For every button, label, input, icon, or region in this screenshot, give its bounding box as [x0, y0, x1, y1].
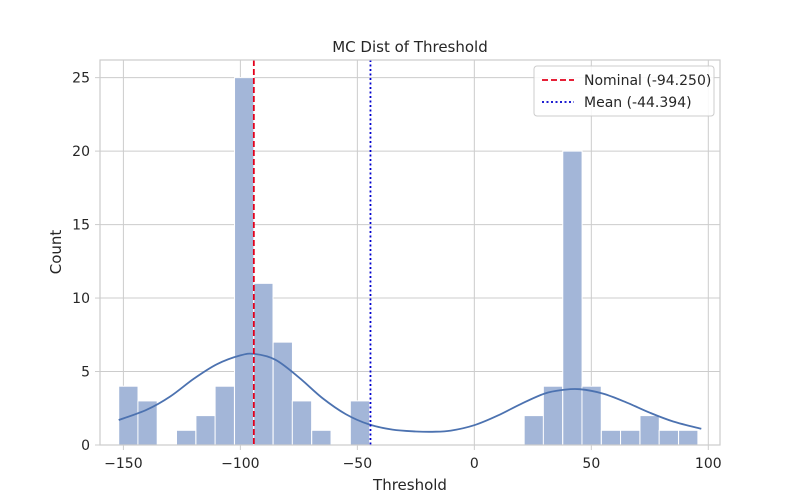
- x-tick-label: −100: [221, 456, 259, 472]
- x-tick-label: 50: [582, 456, 600, 472]
- histogram-bar: [176, 429, 197, 446]
- x-tick-label: −50: [343, 456, 373, 472]
- histogram-bar: [620, 429, 641, 446]
- histogram-bar: [678, 429, 699, 446]
- legend-label: Mean (-44.394): [584, 95, 692, 111]
- histogram-bar: [562, 150, 583, 446]
- histogram-bar: [118, 385, 139, 446]
- histogram-bar: [523, 415, 544, 446]
- histogram-bar: [137, 400, 158, 446]
- y-tick-label: 15: [72, 218, 90, 234]
- chart-title: MC Dist of Threshold: [332, 38, 488, 56]
- x-tick-label: −150: [104, 456, 142, 472]
- histogram-bar: [542, 385, 564, 446]
- x-axis-label: Threshold: [372, 476, 447, 494]
- histogram-bar: [253, 282, 274, 446]
- y-tick-label: 25: [72, 71, 90, 87]
- histogram-bar: [272, 341, 293, 446]
- legend-box: [533, 65, 715, 117]
- x-tick-label: 0: [470, 456, 479, 472]
- histogram-bar: [214, 385, 235, 446]
- grid-lines: [100, 60, 720, 446]
- histogram-bar: [234, 77, 255, 446]
- histogram-bar: [639, 415, 660, 446]
- histogram-bar: [195, 415, 216, 446]
- legend: Nominal (-94.250) Mean (-44.394): [533, 65, 715, 117]
- plot-frame: [99, 59, 721, 446]
- y-axis-label: Count: [47, 230, 65, 275]
- y-axis-ticks: 0 5 10 15 20 25: [72, 71, 100, 454]
- histogram-bar: [600, 429, 622, 446]
- reference-lines: [252, 60, 372, 445]
- y-tick-label: 0: [81, 438, 90, 454]
- histogram-bar: [291, 400, 313, 446]
- x-tick-label: 100: [695, 456, 722, 472]
- legend-label: Nominal (-94.250): [584, 73, 711, 89]
- x-axis-ticks: −150 −100 −50 0 50 100: [104, 445, 722, 472]
- kde-curve: [118, 352, 702, 433]
- y-tick-label: 5: [81, 365, 90, 381]
- kde-curve-group: [118, 352, 702, 433]
- histogram-bar: [581, 385, 602, 446]
- y-tick-label: 10: [72, 291, 90, 307]
- histogram-bar: [311, 429, 332, 446]
- y-tick-label: 20: [72, 144, 90, 160]
- histogram-bars: [118, 77, 699, 446]
- histogram-bar: [658, 429, 679, 446]
